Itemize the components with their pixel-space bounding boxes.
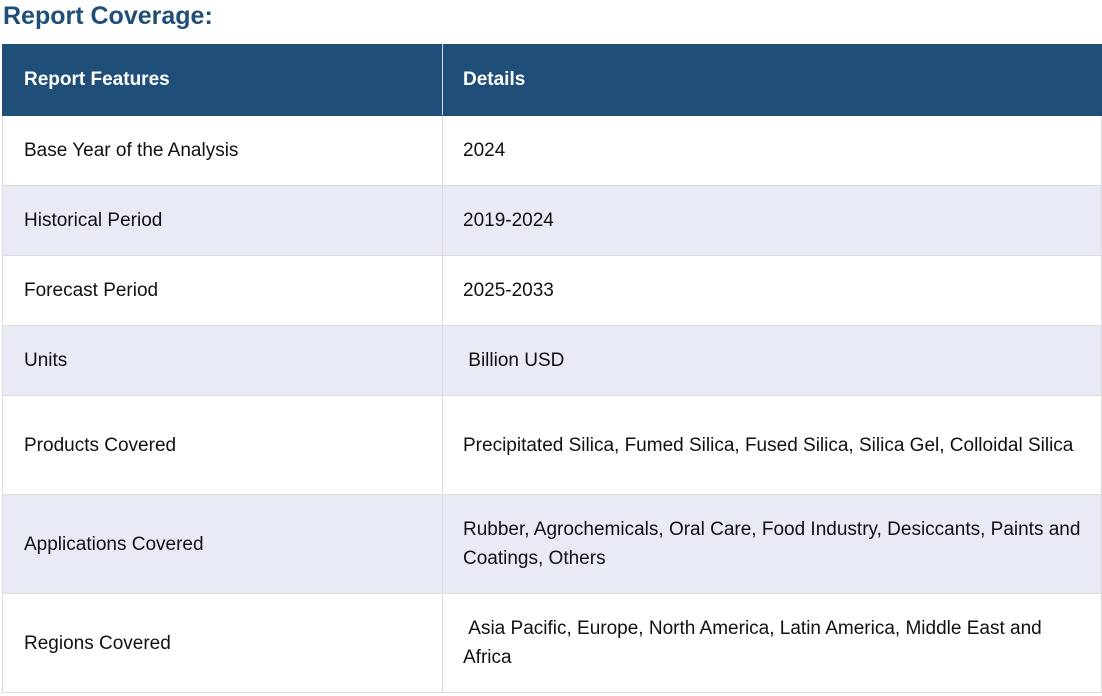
header-report-features: Report Features (2, 44, 443, 116)
feature-cell: Units (2, 325, 443, 396)
details-cell: 2024 (442, 115, 1102, 186)
page-title: Report Coverage: (3, 2, 213, 30)
table-row: Applications Covered Rubber, Agrochemica… (2, 494, 1102, 594)
details-cell: 2025-2033 (442, 255, 1102, 326)
table-row: Base Year of the Analysis 2024 (2, 115, 1102, 186)
feature-cell: Products Covered (2, 395, 443, 495)
feature-cell: Base Year of the Analysis (2, 115, 443, 186)
details-cell: Rubber, Agrochemicals, Oral Care, Food I… (442, 494, 1102, 594)
details-cell: 2019-2024 (442, 185, 1102, 256)
table-row: Units Billion USD (2, 325, 1102, 396)
details-cell: Billion USD (442, 325, 1102, 396)
header-details: Details (442, 44, 1102, 116)
table-row: Forecast Period 2025-2033 (2, 255, 1102, 326)
feature-cell: Regions Covered (2, 593, 443, 693)
feature-cell: Forecast Period (2, 255, 443, 326)
report-coverage-table: Report Features Details Base Year of the… (2, 44, 1102, 693)
details-cell: Asia Pacific, Europe, North America, Lat… (442, 593, 1102, 693)
feature-cell: Historical Period (2, 185, 443, 256)
table-row: Products Covered Precipitated Silica, Fu… (2, 395, 1102, 495)
report-coverage-table-container: Report Features Details Base Year of the… (2, 44, 1102, 693)
table-row: Regions Covered Asia Pacific, Europe, No… (2, 593, 1102, 693)
details-cell: Precipitated Silica, Fumed Silica, Fused… (442, 395, 1102, 495)
table-row: Historical Period 2019-2024 (2, 185, 1102, 256)
table-header-row: Report Features Details (2, 44, 1102, 116)
feature-cell: Applications Covered (2, 494, 443, 594)
